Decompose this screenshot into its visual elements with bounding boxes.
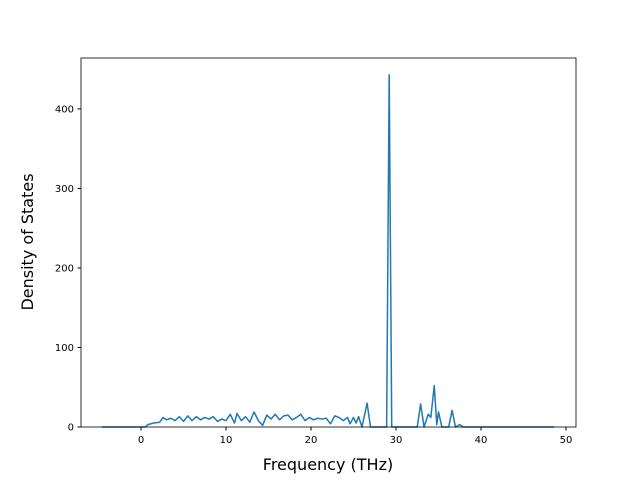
x-tick-label: 50 xyxy=(560,435,573,446)
x-tick-label: 40 xyxy=(475,435,488,446)
x-tick-label: 0 xyxy=(138,435,144,446)
x-tick-label: 20 xyxy=(305,435,318,446)
x-tick-label: 10 xyxy=(220,435,233,446)
x-axis-label: Frequency (THz) xyxy=(263,455,393,474)
x-tick-label: 30 xyxy=(390,435,403,446)
y-axis-label: Density of States xyxy=(18,173,37,310)
y-tick-label: 200 xyxy=(55,263,74,274)
y-tick-label: 300 xyxy=(55,184,74,195)
y-tick-label: 0 xyxy=(68,423,74,434)
y-tick-label: 100 xyxy=(55,343,74,354)
y-tick-label: 400 xyxy=(55,104,74,115)
axes-frame xyxy=(80,57,577,428)
dos-line xyxy=(101,73,555,428)
